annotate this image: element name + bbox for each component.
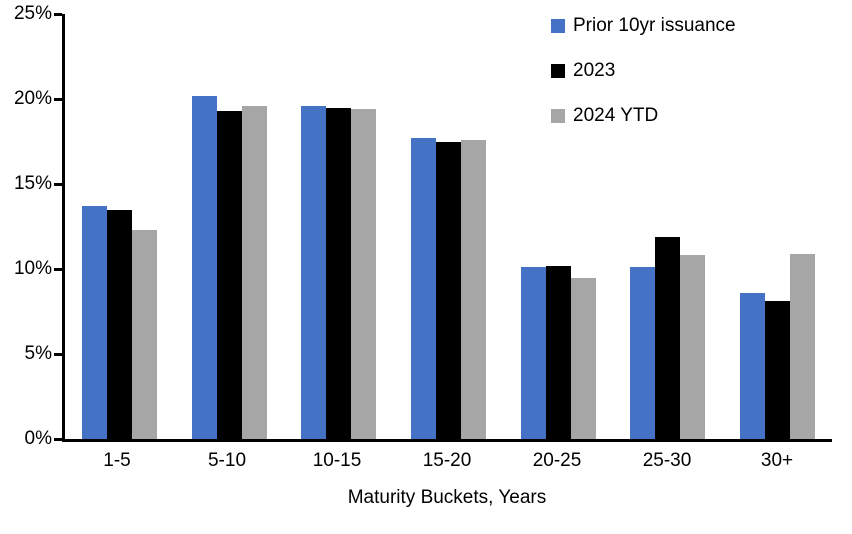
bar xyxy=(351,109,377,439)
legend-swatch-icon xyxy=(551,64,565,78)
bar xyxy=(570,277,596,439)
x-axis-category-label: 25-30 xyxy=(642,450,692,471)
y-axis-tick-label: 20% xyxy=(13,88,52,109)
y-axis-tick xyxy=(54,352,62,356)
bar xyxy=(411,138,437,439)
legend: Prior 10yr issuance 2023 2024 YTD xyxy=(551,14,736,149)
bar xyxy=(630,267,656,439)
bar-group-20-25 xyxy=(503,14,613,439)
bar-groups xyxy=(65,14,832,439)
legend-label: 2023 xyxy=(573,60,616,81)
x-axis-category-label: 20-25 xyxy=(532,450,582,471)
plot-area xyxy=(54,12,832,442)
y-axis-tick xyxy=(54,97,62,101)
bar xyxy=(216,110,242,439)
x-axis-category-label: 1-5 xyxy=(103,450,131,471)
x-axis-category-label: 10-15 xyxy=(312,450,362,471)
y-axis-tick-label: 10% xyxy=(13,258,52,279)
y-axis-tick xyxy=(54,12,62,16)
bar xyxy=(326,107,352,439)
bar-group-30+ xyxy=(722,14,832,439)
legend-item: 2023 xyxy=(551,59,736,83)
legend-item: 2024 YTD xyxy=(551,104,736,128)
bar xyxy=(520,267,546,439)
legend-swatch-icon xyxy=(551,109,565,123)
x-axis-labels: 1-5 5-10 10-15 15-20 20-25 25-30 30+ xyxy=(62,450,832,472)
y-axis-tick xyxy=(54,437,62,441)
bar xyxy=(680,255,706,439)
bar xyxy=(301,105,327,439)
y-axis-tick-label: 15% xyxy=(13,173,52,194)
x-axis-category-label: 5-10 xyxy=(207,450,247,471)
bar xyxy=(436,141,462,439)
y-axis-tick-label: 25% xyxy=(13,3,52,24)
bar-group-1-5 xyxy=(65,14,175,439)
bar xyxy=(739,292,765,439)
legend-label: Prior 10yr issuance xyxy=(573,15,736,36)
bar xyxy=(545,265,571,439)
bar-group-10-15 xyxy=(284,14,394,439)
bar xyxy=(789,253,815,439)
legend-label: 2024 YTD xyxy=(573,105,659,126)
y-axis-tick-label: 0% xyxy=(24,428,52,449)
bar-group-25-30 xyxy=(613,14,723,439)
bar xyxy=(107,209,133,439)
x-axis-title: Maturity Buckets, Years xyxy=(347,487,547,508)
y-axis-tick-label: 5% xyxy=(24,343,52,364)
bar xyxy=(82,206,108,439)
bar xyxy=(191,95,217,439)
y-axis-tick xyxy=(54,182,62,186)
bar xyxy=(132,229,158,439)
bar-group-5-10 xyxy=(175,14,285,439)
legend-swatch-icon xyxy=(551,19,565,33)
y-axis-tick xyxy=(54,267,62,271)
legend-item: Prior 10yr issuance xyxy=(551,14,736,38)
x-axis-category-label: 15-20 xyxy=(422,450,472,471)
x-axis-category-label: 30+ xyxy=(760,450,794,471)
bar xyxy=(241,105,267,439)
bar-group-15-20 xyxy=(394,14,504,439)
bar xyxy=(655,236,681,439)
bar xyxy=(764,301,790,439)
bar xyxy=(461,139,487,439)
